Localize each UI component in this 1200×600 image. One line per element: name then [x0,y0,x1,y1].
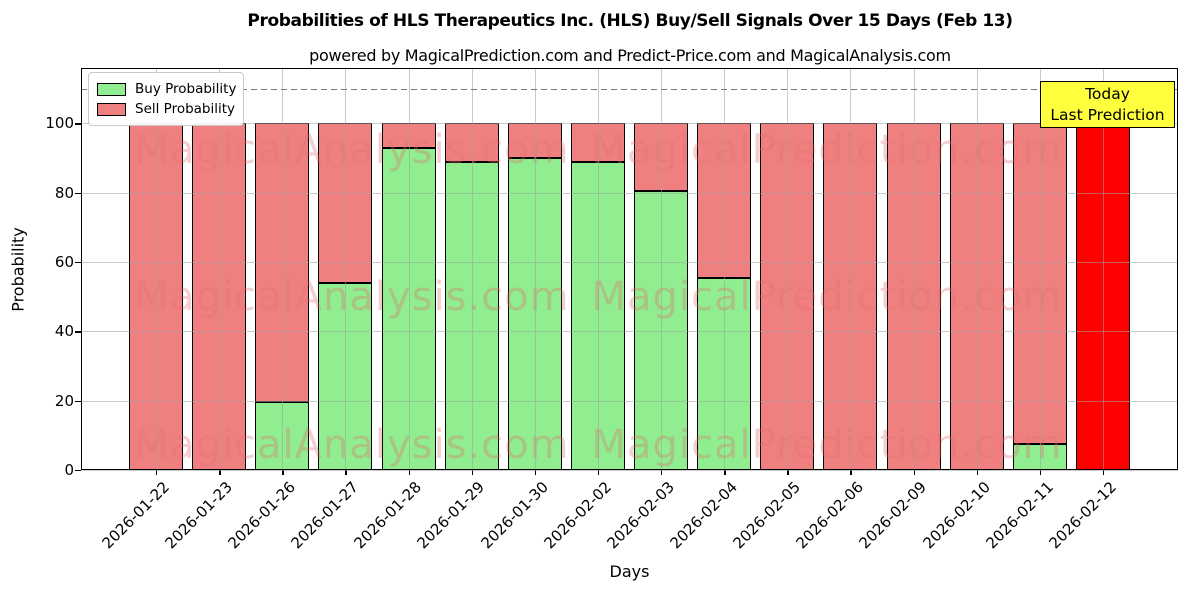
x-tick-mark [597,470,600,475]
y-tick-label-60: 60 [54,253,74,272]
x-tick-mark [913,470,915,475]
x-tick-label-2026-01-30: 2026-01-30 [477,478,552,553]
y-tick-label-0: 0 [64,461,74,479]
y-tick-mark [75,262,81,264]
v-gridline [597,68,599,470]
y-tick-label-100: 100 [45,114,74,133]
v-gridline [471,68,473,470]
legend-entry-sell: Sell Probability [97,99,236,119]
x-tick-label-2026-02-05: 2026-02-05 [729,478,805,553]
x-tick-mark [976,470,979,475]
x-tick-mark [219,470,221,475]
today-annotation-line1: Today [1085,85,1130,103]
v-gridline [724,68,726,470]
y-tick-mark [75,331,81,333]
x-tick-mark [661,470,663,475]
y-tick-mark [75,123,81,125]
grid-layer [81,68,1178,471]
v-gridline [913,68,915,470]
v-gridline [661,68,663,470]
x-tick-mark [471,470,474,475]
v-gridline [282,68,284,470]
v-gridline [219,68,221,470]
v-gridline [1039,68,1041,470]
x-tick-label-2026-02-06: 2026-02-06 [792,478,868,553]
watermark-right-2: MagicalPrediction.com [591,422,1063,468]
v-gridline [976,68,978,470]
v-gridline [850,68,852,470]
chart-subtitle: powered by MagicalPrediction.com and Pre… [309,46,951,65]
v-gridline [345,68,347,470]
y-tick-label-40: 40 [54,322,74,341]
x-tick-label-2026-02-09: 2026-02-09 [855,478,931,553]
h-gridline-100 [81,123,1178,125]
watermark-right-0: MagicalPrediction.com [591,127,1063,173]
x-tick-label-2026-01-26: 2026-01-26 [224,478,300,553]
h-gridline-20 [81,400,1178,402]
y-tick-mark [75,192,81,195]
y-axis-title: Probability [8,227,28,312]
h-gridline-60 [81,262,1178,264]
x-tick-mark [534,470,537,475]
h-gridline-0 [81,470,1178,471]
sell-color-swatch [97,102,126,116]
v-gridline [408,68,410,470]
x-tick-mark [724,470,726,475]
legend-buy-label: Buy Probability [135,81,237,97]
y-tick-mark [75,400,81,403]
today-annotation-line2: Last Prediction [1050,106,1165,124]
x-tick-mark [1103,470,1105,475]
x-tick-label-2026-01-27: 2026-01-27 [287,478,363,553]
legend: Buy Probability Sell Probability [88,72,244,126]
v-gridline [534,68,536,470]
x-tick-label-2026-02-04: 2026-02-04 [666,478,741,553]
legend-sell-label: Sell Probability [135,101,236,117]
x-tick-mark [1039,470,1042,475]
threshold-dashed-line [81,88,1178,91]
watermark-left-1: MagicalAnalysis.com [134,274,570,320]
x-tick-mark [345,470,347,475]
x-tick-mark [156,470,158,475]
h-gridline-40 [81,331,1178,333]
chart-title: Probabilities of HLS Therapeutics Inc. (… [247,11,1013,31]
v-gridline [787,68,789,470]
x-tick-label-2026-02-12: 2026-02-12 [1045,478,1120,553]
x-tick-mark [408,470,410,475]
y-tick-label-20: 20 [54,391,74,410]
x-axis-title: Days [609,562,650,581]
buy-color-swatch [97,82,126,96]
x-tick-mark [282,470,284,475]
h-gridline-80 [81,192,1178,194]
y-tick-mark [75,470,81,472]
x-tick-label-2026-02-02: 2026-02-02 [540,478,615,553]
x-tick-label-2026-02-03: 2026-02-03 [603,478,678,553]
y-tick-label-80: 80 [54,183,74,202]
today-annotation: Today Last Prediction [1040,81,1175,128]
x-tick-label-2026-02-11: 2026-02-11 [982,478,1057,553]
plot-area: MagicalAnalysis.com MagicalPrediction.com… [81,68,1178,471]
watermark-left-2: MagicalAnalysis.com [134,422,570,468]
watermark-right-1: MagicalPrediction.com [591,274,1063,320]
v-gridline [156,68,157,470]
x-tick-label-2026-02-10: 2026-02-10 [919,478,994,553]
watermark-left-0: MagicalAnalysis.com [134,127,570,173]
x-tick-label-2026-01-29: 2026-01-29 [414,478,489,553]
watermark-layer: MagicalAnalysis.com MagicalPrediction.com… [81,68,1178,470]
x-tick-mark [787,470,789,475]
x-tick-label-2026-01-23: 2026-01-23 [161,478,236,553]
x-tick-label-2026-01-22: 2026-01-22 [98,478,173,553]
x-tick-mark [850,470,852,475]
legend-entry-buy: Buy Probability [97,79,237,99]
v-gridline [1103,68,1104,470]
